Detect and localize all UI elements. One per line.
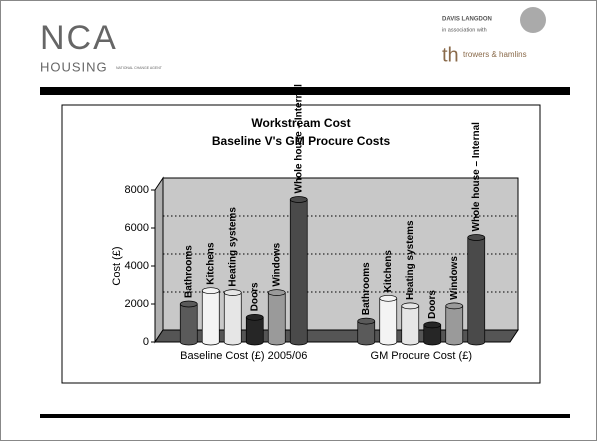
series-label: Heating systems [227,207,238,287]
series-label: Windows [271,242,282,286]
series-label: Heating systems [405,220,416,300]
logo-tag: NATIONAL CHANGE AGENT [116,66,163,70]
bar [267,292,286,346]
bar-top [267,289,286,296]
bar [245,316,264,346]
series-label: Doors [427,290,438,319]
series-label: Whole house – Internal [471,122,482,232]
logo-main: NCA [40,19,118,57]
bar-top [289,196,308,203]
bar-top [423,321,442,329]
series-label: Kitchens [383,250,394,293]
y-tick-label: 2000 [125,298,149,310]
chart-subtitle: Baseline V's GM Procure Costs [212,134,391,148]
partner-note: in association with [442,27,487,33]
y-tick-label: 4000 [125,260,149,272]
bar [401,305,420,346]
bar [467,237,486,346]
series-label: Windows [449,256,460,300]
bar [223,292,242,346]
bar [379,297,398,346]
bar [445,305,464,346]
y-tick-label: 6000 [125,222,149,234]
partner-2: trowers & hamlins [463,50,527,59]
series-label: Doors [249,282,260,311]
bar-top [445,302,464,310]
bar-top [201,287,220,295]
chart-title: Workstream Cost [251,116,350,130]
header-bar [40,87,570,95]
y-axis-title: Cost (£) [111,246,123,285]
bar-top [245,313,264,321]
y-tick-label: 0 [143,336,149,348]
plot: 0 2000 4000 6000 8000 Baseline Cost (£) 2005/… [125,84,519,362]
bar-top [179,300,198,308]
x-tick-label: GM Procure Cost (£) [371,350,472,362]
x-tick-label: Baseline Cost (£) 2005/06 [180,350,307,362]
bar [201,290,220,346]
footer-bar [40,414,570,418]
side-wall [154,176,164,344]
series-label: Whole house – Internal [293,84,304,194]
bar [289,199,308,346]
bar-top [401,302,420,310]
bar [357,320,376,346]
bar [179,303,198,346]
partner-1: DAVIS LANGDON [442,17,492,23]
bar-top [467,234,486,241]
series-label: Kitchens [205,242,216,285]
series-label: Bathrooms [183,245,194,298]
bar-top [357,317,376,325]
y-tick-label: 8000 [125,184,149,196]
logo-sub: HOUSING [40,59,108,74]
bar-top [379,294,398,302]
bar-top [223,289,242,296]
bar [423,324,442,346]
partner-logo [520,7,546,33]
partner-2-mark: th [442,44,459,66]
series-label: Bathrooms [361,262,372,315]
